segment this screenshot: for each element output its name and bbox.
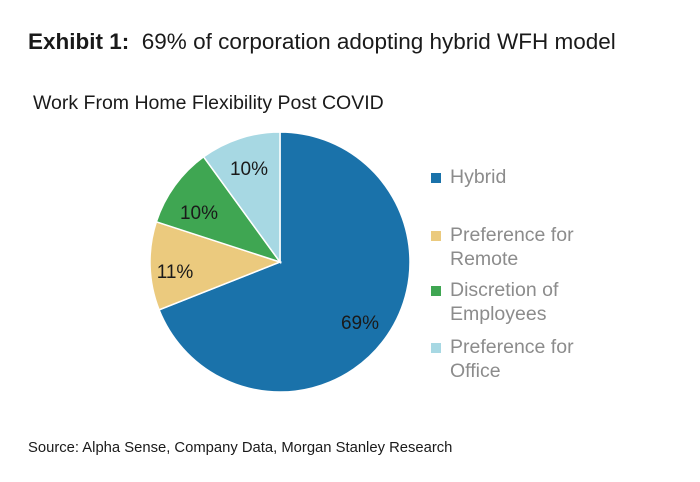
- legend-swatch-preference-for-remote: [431, 231, 441, 241]
- legend-label-discretion-of-employees: Discretion of: [450, 279, 559, 301]
- source-note: Source: Alpha Sense, Company Data, Morga…: [28, 440, 453, 456]
- pie-slice-discretion-of-employees: [155, 155, 282, 264]
- slice-label-discretion-of-employees: 10%: [180, 203, 218, 224]
- legend-swatch-hybrid: [431, 173, 441, 183]
- slice-label-hybrid: 69%: [341, 313, 379, 334]
- slice-labels: 69% 11% 10% 10%: [157, 159, 379, 334]
- legend-swatch-discretion-of-employees: [431, 286, 441, 296]
- legend-label-preference-for-office: Office: [450, 360, 501, 382]
- chart-title: Work From Home Flexibility Post COVID: [33, 92, 384, 114]
- legend-label-preference-for-remote: Remote: [450, 248, 518, 270]
- pie-slice-hybrid: [158, 131, 411, 393]
- exhibit-label: Exhibit 1:: [28, 29, 130, 54]
- legend-label-hybrid: Hybrid: [450, 166, 506, 188]
- slice-label-preference-for-office: 10%: [230, 159, 268, 180]
- pie-slice-preference-for-remote: [149, 220, 283, 311]
- exhibit-heading: Exhibit 1: 69% of corporation adopting h…: [28, 27, 668, 57]
- exhibit-title: 69% of corporation adopting hybrid WFH m…: [141, 29, 616, 54]
- slice-label-preference-for-remote: 11%: [157, 262, 194, 283]
- legend-label-preference-for-office: Preference for: [450, 336, 574, 358]
- legend-label-preference-for-remote: Preference for: [450, 224, 574, 246]
- legend-swatch-preference-for-office: [431, 343, 441, 353]
- pie-slices: [149, 131, 411, 393]
- pie-slice-preference-for-office: [202, 131, 281, 265]
- legend-label-discretion-of-employees: Employees: [450, 303, 547, 325]
